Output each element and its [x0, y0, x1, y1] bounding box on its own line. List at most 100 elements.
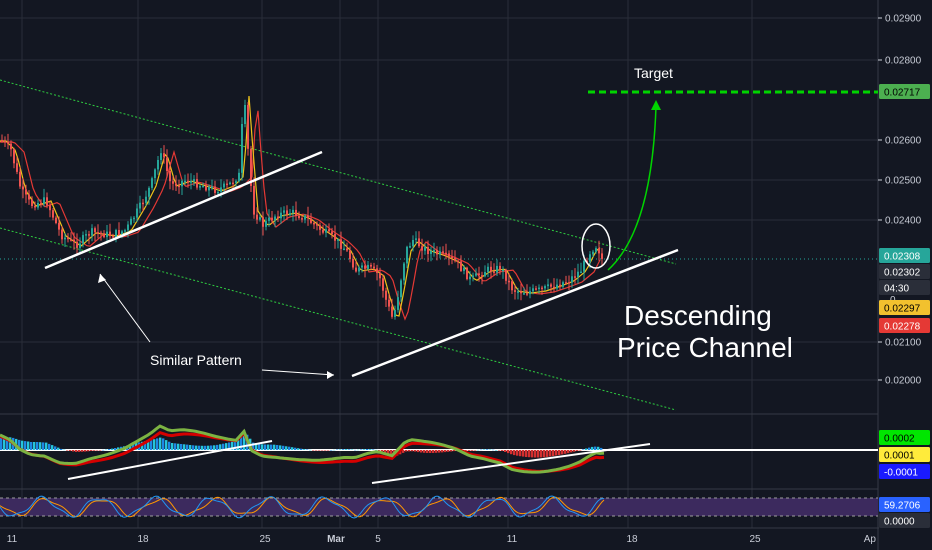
- macd-histogram-bar: [471, 450, 474, 451]
- macd-histogram-bar: [42, 442, 45, 450]
- macd-histogram-bar: [450, 450, 453, 452]
- candle-body: [508, 280, 510, 283]
- macd-histogram-bar: [429, 450, 432, 453]
- candle-body: [475, 273, 477, 276]
- candle-body: [343, 248, 345, 251]
- candle-body: [10, 143, 12, 150]
- time-tick-label: 11: [7, 534, 18, 545]
- candle-body: [595, 248, 597, 252]
- candle-body: [160, 153, 162, 160]
- macd-histogram-bar: [528, 450, 531, 458]
- macd-histogram-bar: [495, 450, 498, 451]
- candle-body: [250, 148, 252, 186]
- time-axis[interactable]: 11 18 25 Mar 5 11 18 25 Ap: [7, 534, 877, 545]
- candle-body: [115, 230, 117, 237]
- macd-histogram-bar: [333, 449, 336, 451]
- candle-body: [46, 197, 48, 206]
- candle-body: [100, 232, 102, 235]
- macd-histogram-bar: [6, 437, 9, 450]
- macd-histogram-bar: [576, 450, 579, 451]
- candle-body: [214, 186, 216, 193]
- candle-body: [367, 264, 369, 269]
- candle-body: [277, 216, 279, 219]
- highlight-circle: [581, 223, 611, 269]
- macd-histogram-bar: [351, 449, 354, 450]
- macd-histogram-bar: [381, 450, 384, 452]
- macd-badge-bg: [879, 464, 930, 479]
- macd-histogram-bar: [300, 448, 303, 450]
- macd-histogram-bar: [525, 450, 528, 457]
- candle-body: [124, 230, 126, 232]
- candle-body: [514, 290, 516, 292]
- macd-histogram-bar: [312, 450, 315, 451]
- candle-body: [283, 210, 285, 213]
- candle-body: [145, 196, 147, 203]
- macd-histogram-bar: [51, 445, 54, 450]
- macd-histogram-bar: [294, 447, 297, 450]
- macd-histogram-bar: [162, 438, 165, 450]
- candle-body: [562, 282, 564, 287]
- macd-histogram-bar: [480, 449, 483, 451]
- stoch-badge-bg: [879, 513, 930, 528]
- candle-body: [538, 287, 540, 290]
- candle-body: [340, 239, 342, 249]
- candle-body: [583, 260, 585, 272]
- macd-histogram-bar: [537, 450, 540, 458]
- macd-histogram-bar: [579, 450, 582, 451]
- macd-histogram-bar: [171, 443, 174, 450]
- candle-body: [463, 267, 465, 271]
- macd-histogram-bar: [414, 450, 417, 452]
- macd-histogram-bar: [93, 450, 96, 451]
- candle-body: [235, 181, 237, 183]
- candle-body: [52, 210, 54, 218]
- macd-histogram-bar: [231, 441, 234, 450]
- candle-body: [121, 231, 123, 235]
- candle-body: [31, 199, 33, 206]
- candle-body: [184, 180, 186, 183]
- candle-body: [577, 271, 579, 277]
- macd-histogram-bar: [66, 450, 69, 451]
- macd-histogram-bar: [423, 450, 426, 453]
- macd-histogram-bar: [168, 441, 171, 450]
- candle-body: [532, 288, 534, 292]
- candle-body: [346, 248, 348, 251]
- candle-body: [265, 220, 267, 227]
- macd-histogram-bar: [345, 449, 348, 450]
- candle-body: [499, 265, 501, 271]
- time-tick-label: Mar: [327, 534, 345, 545]
- candle-body: [379, 272, 381, 279]
- candle-body: [553, 286, 555, 289]
- candle-body: [295, 209, 297, 216]
- macd-histogram-bar: [474, 450, 477, 451]
- macd-histogram-bar: [405, 450, 408, 452]
- macd-histogram-bar: [390, 450, 393, 457]
- time-tick-label: Ap: [864, 534, 877, 545]
- candle-body: [547, 284, 549, 287]
- macd-histogram-bar: [81, 450, 84, 452]
- candle-body: [256, 214, 258, 220]
- price-badge: 0.02297: [884, 304, 921, 315]
- macd-histogram-bar: [111, 448, 114, 450]
- candle-body: [28, 194, 30, 200]
- candle-body: [280, 212, 282, 219]
- macd-histogram-bar: [108, 449, 111, 450]
- price-axis[interactable]: 0.02900 0.02800 0.02600 0.02500 0.02400 0.021…: [878, 0, 932, 550]
- macd-histogram-bar: [261, 444, 264, 450]
- candle-body: [244, 105, 246, 124]
- similar-arrowhead-1: [98, 274, 106, 283]
- candle-body: [349, 250, 351, 260]
- candle-body: [397, 297, 399, 310]
- macd-histogram-bar: [483, 449, 486, 450]
- candle-body: [181, 180, 183, 187]
- candle-body: [79, 243, 81, 248]
- macd-histogram-bar: [36, 442, 39, 450]
- candle-body: [70, 239, 72, 241]
- macd-badge: 0.0002: [884, 434, 915, 445]
- candle-body: [364, 265, 366, 269]
- macd-histogram-bar: [594, 446, 597, 450]
- candle-body: [589, 254, 591, 262]
- price-badge-bg: [879, 264, 930, 279]
- macd-histogram-bar: [342, 449, 345, 450]
- candle-body: [166, 157, 168, 171]
